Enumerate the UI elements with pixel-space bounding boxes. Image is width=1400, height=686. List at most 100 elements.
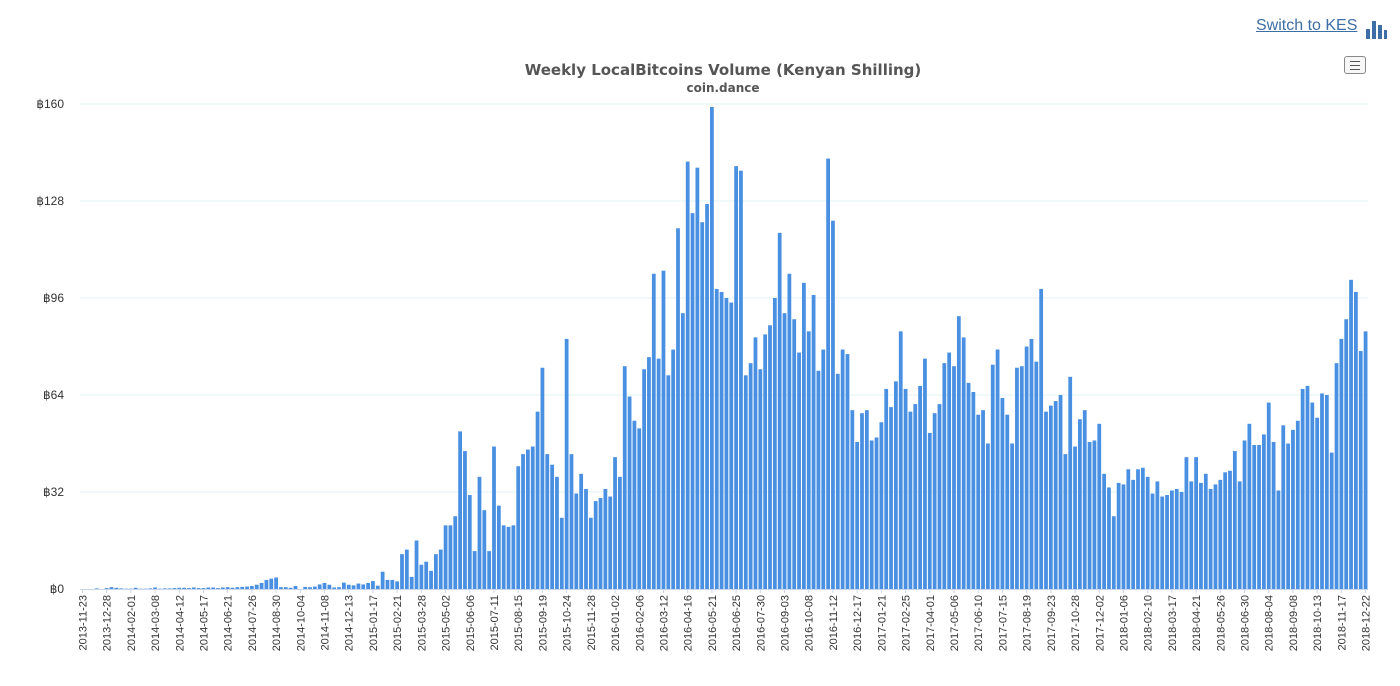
x-tick-label: 2016-10-08 <box>804 595 816 651</box>
bar <box>1291 429 1295 589</box>
bar <box>593 501 598 589</box>
bar <box>913 404 918 589</box>
bar <box>889 407 893 590</box>
bar <box>220 587 225 589</box>
x-tick-label: 2017-01-21 <box>876 595 888 651</box>
bar <box>661 270 666 589</box>
bar <box>443 525 448 589</box>
bar <box>342 582 346 589</box>
bar <box>463 451 467 589</box>
bar <box>816 370 821 589</box>
bar <box>802 282 806 589</box>
x-tick-label: 2014-11-08 <box>320 595 332 650</box>
bar <box>1136 469 1140 589</box>
x-tick-label: 2014-08-30 <box>271 595 283 651</box>
bar <box>666 375 671 589</box>
bar <box>1354 291 1358 589</box>
bar <box>167 588 172 589</box>
bar <box>1092 440 1097 589</box>
bar <box>434 554 438 589</box>
bar <box>303 586 308 589</box>
x-tick-label: 2017-05-06 <box>949 595 961 651</box>
bar <box>535 411 540 589</box>
bar <box>584 488 588 589</box>
bar <box>109 587 114 589</box>
bar <box>216 588 220 589</box>
y-tick-label: ฿0 <box>50 582 65 596</box>
bar <box>424 561 429 589</box>
bar <box>211 587 216 589</box>
bar <box>477 476 482 589</box>
bar <box>1247 423 1252 589</box>
bar <box>622 366 627 589</box>
switch-to-kes-link[interactable]: Switch to KES <box>1256 17 1358 34</box>
bar <box>1097 423 1102 589</box>
bar <box>734 166 738 589</box>
bar <box>1286 443 1290 589</box>
bar <box>1107 487 1111 589</box>
bar <box>453 516 458 589</box>
x-tick-label: 2016-12-17 <box>852 595 864 651</box>
bar <box>1048 405 1053 589</box>
bar <box>322 582 327 589</box>
bar <box>332 587 337 589</box>
x-tick-label: 2018-11-17 <box>1336 595 1348 650</box>
x-tick-label: 2018-09-08 <box>1288 595 1300 651</box>
menu-line <box>1350 65 1360 66</box>
bar-chart-icon[interactable] <box>1365 15 1387 39</box>
x-tick-label: 2014-05-17 <box>198 595 210 651</box>
bar <box>526 449 530 589</box>
bar <box>1363 331 1368 589</box>
bar <box>1116 482 1121 589</box>
bar <box>758 369 763 589</box>
x-tick-label: 2014-10-04 <box>295 595 307 651</box>
bar <box>1266 402 1271 589</box>
bar <box>196 588 201 589</box>
bar <box>361 584 366 589</box>
bar <box>1223 472 1228 589</box>
bar <box>937 404 942 589</box>
x-tick-label: 2016-11-12 <box>828 595 840 650</box>
bar <box>492 446 496 589</box>
x-tick-label: 2015-10-24 <box>562 595 574 651</box>
x-tick-label: 2017-04-01 <box>925 595 937 651</box>
bar <box>874 437 879 589</box>
x-tick-label: 2017-12-02 <box>1094 595 1106 651</box>
bar <box>864 410 869 589</box>
bar <box>496 505 501 589</box>
x-axis-ticks: 2013-11-23 2013-12-28 2014-02-01 2014-03-08… <box>77 589 1373 651</box>
bar <box>1305 385 1310 589</box>
bar <box>753 337 758 589</box>
bar <box>971 391 976 589</box>
bar <box>797 352 801 589</box>
bar <box>710 107 714 589</box>
bar <box>787 273 792 589</box>
y-tick-label: ฿64 <box>43 388 64 402</box>
x-tick-label: 2014-02-01 <box>126 595 138 651</box>
bar <box>1242 440 1247 589</box>
hamburger-menu-icon[interactable] <box>1344 56 1366 74</box>
bar <box>1150 493 1155 589</box>
bar <box>409 576 414 590</box>
bar <box>690 213 695 590</box>
bar <box>380 571 385 589</box>
bar <box>768 325 772 589</box>
bar <box>225 587 230 589</box>
bar <box>419 564 424 589</box>
bar <box>894 381 898 589</box>
bar <box>1237 481 1242 589</box>
bar <box>995 349 1000 589</box>
x-tick-label: 2015-08-15 <box>513 595 525 651</box>
bar <box>346 584 351 589</box>
bar <box>153 587 157 589</box>
bar <box>555 476 559 589</box>
bar <box>613 457 617 589</box>
bar <box>516 466 521 589</box>
x-tick-label: 2015-02-21 <box>392 595 404 651</box>
bar <box>821 349 826 589</box>
chart-subtitle: coin.dance <box>686 81 759 95</box>
bar <box>235 587 240 589</box>
x-tick-label: 2017-08-19 <box>1022 595 1034 651</box>
bar <box>1170 490 1174 589</box>
